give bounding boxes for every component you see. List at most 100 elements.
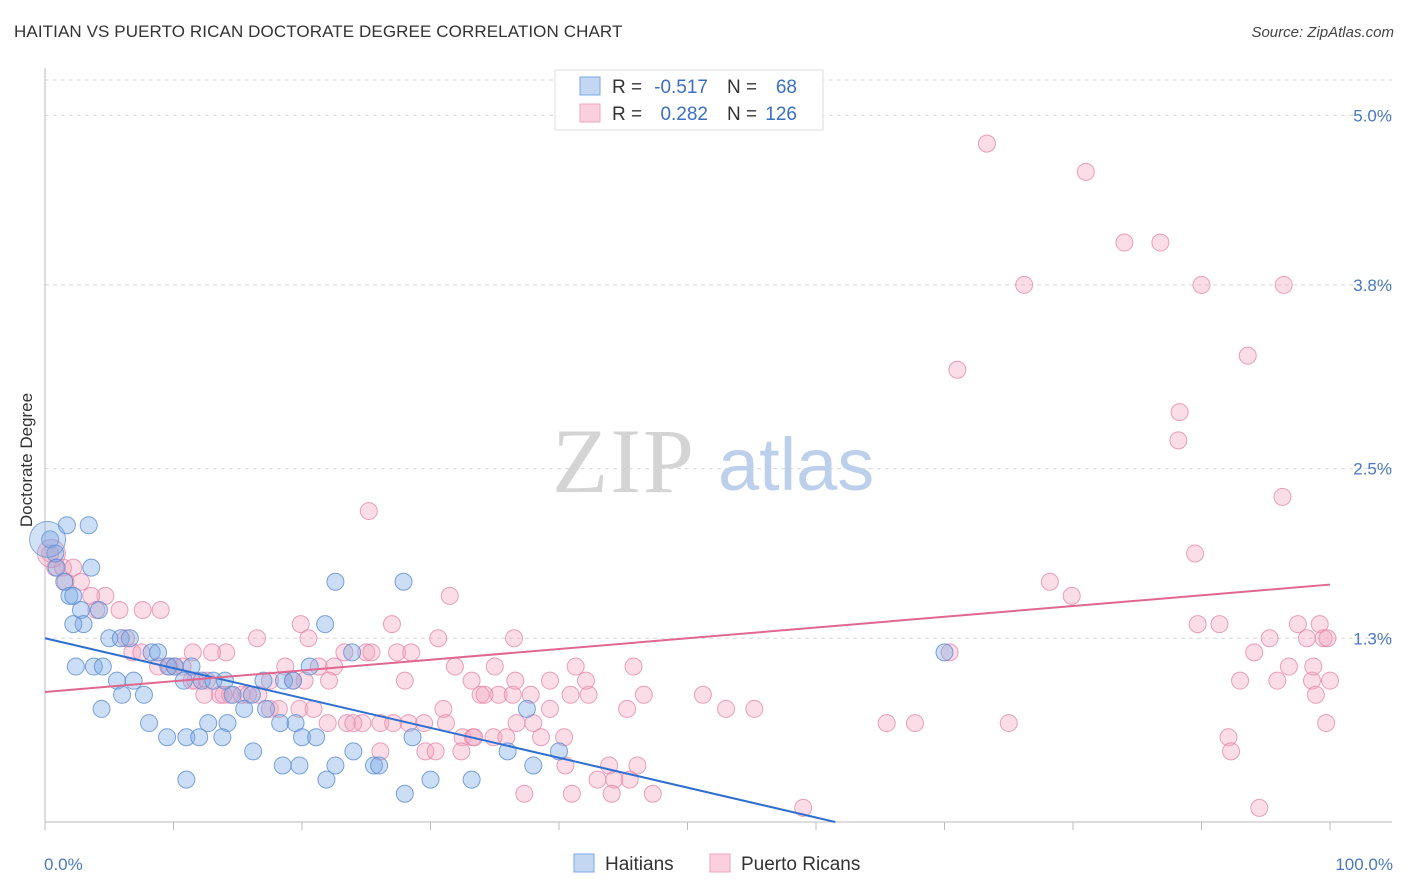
haitian-point — [82, 558, 101, 577]
haitian-point — [218, 714, 237, 733]
puerto-rican-point — [1151, 233, 1170, 252]
puerto-rican-point — [382, 615, 401, 634]
puerto-rican-point — [1321, 671, 1339, 690]
puerto-rican-point — [977, 134, 996, 153]
puerto-rican-point — [503, 685, 522, 704]
puerto-rican-point — [541, 671, 560, 690]
legend-puerto-r-label: R = — [612, 104, 642, 125]
legend-puerto-r-value: 0.282 — [660, 104, 708, 125]
puerto-rican-point — [248, 629, 267, 648]
puerto-rican-point — [402, 643, 421, 662]
puerto-rican-point — [628, 756, 647, 775]
haitian-point — [93, 657, 112, 676]
tick-labels: 1.3% 2.5% 3.8% 5.0% 0.0% 100.0% — [44, 106, 1393, 874]
puerto-rican-point — [335, 643, 354, 662]
haitian-point — [66, 657, 85, 676]
puerto-rican-point — [1260, 629, 1279, 648]
haitian-point — [421, 770, 440, 789]
y-tick-label: 2.5% — [1353, 460, 1392, 479]
legend-bottom-haitian-swatch — [573, 853, 595, 873]
haitian-point — [190, 728, 209, 747]
puerto-rican-point — [151, 601, 170, 619]
haitian-point — [79, 516, 98, 535]
haitian-point — [71, 601, 90, 619]
puerto-rican-point — [624, 657, 643, 676]
puerto-rican-point — [905, 714, 924, 733]
chart-source: Source: ZipAtlas.com — [1251, 24, 1394, 41]
haitian-point — [462, 770, 481, 789]
puerto-rican-point — [566, 657, 585, 676]
haitian-point — [140, 714, 159, 733]
puerto-rican-point — [1279, 657, 1298, 676]
haitian-point — [271, 714, 290, 733]
trend-lines — [44, 583, 1331, 823]
legend-bottom-haitian-label: Haitians — [605, 854, 674, 875]
haitian-point — [257, 699, 276, 718]
puerto-rican-point — [260, 671, 279, 690]
legend-haitian-n-label: N = — [727, 77, 757, 98]
haitian-point — [199, 714, 218, 733]
haitian-point — [41, 530, 60, 549]
haitian-trend-line — [44, 637, 836, 823]
haitian-point — [64, 586, 83, 605]
puerto-rican-point — [485, 657, 504, 676]
puerto-rican-point — [940, 643, 959, 662]
puerto-rican-point — [452, 742, 471, 761]
puerto-rican-point — [133, 601, 152, 619]
puerto-rican-point — [434, 699, 453, 718]
puerto-rican-point — [1303, 671, 1322, 690]
haitian-point — [134, 685, 153, 704]
puerto-rican-point — [1115, 233, 1134, 252]
puerto-rican-point — [462, 671, 481, 690]
haitian-point — [149, 643, 168, 662]
puerto-rican-point — [337, 714, 356, 733]
puerto-rican-point — [183, 643, 202, 662]
puerto-rican-point — [1238, 346, 1257, 365]
puerto-rican-point — [1317, 714, 1336, 733]
legend-bottom-puerto-label: Puerto Ricans — [741, 854, 860, 875]
haitian-point — [273, 756, 292, 775]
haitian-point — [394, 572, 413, 591]
legend-puerto-swatch — [579, 103, 601, 123]
y-tick-label: 3.8% — [1353, 276, 1392, 295]
puerto-rican-point — [643, 784, 662, 803]
puerto-rican-point — [344, 714, 363, 733]
puerto-rican-point — [110, 601, 129, 619]
puerto-rican-point — [693, 685, 712, 704]
puerto-rican-point-cluster — [36, 538, 66, 568]
haitian-point — [316, 615, 335, 634]
puerto-rican-point — [1040, 572, 1059, 591]
puerto-rican-point — [999, 714, 1018, 733]
y-axis-title: Doctorate Degree — [17, 393, 36, 527]
haitian-point — [344, 742, 363, 761]
haitian-point — [395, 784, 414, 803]
puerto-rican-point — [588, 770, 607, 789]
puerto-rican-point — [290, 699, 309, 718]
haitian-point — [55, 572, 74, 591]
puerto-rican-point — [555, 728, 574, 747]
puerto-rican-point — [1297, 629, 1316, 648]
haitian-point — [290, 756, 309, 775]
haitian-point — [64, 615, 83, 634]
haitian-point — [158, 728, 177, 747]
puerto-rican-point — [195, 685, 214, 704]
puerto-rican-point — [475, 685, 494, 704]
haitian-point — [124, 671, 143, 690]
puerto-rican-point — [426, 742, 445, 761]
y-tick-label: 1.3% — [1353, 629, 1392, 648]
puerto-rican-point — [203, 643, 222, 662]
puerto-rican-point — [521, 685, 540, 704]
puerto-rican-point — [291, 615, 310, 634]
legend-haitian-r-value: -0.517 — [654, 77, 708, 98]
puerto-rican-point — [429, 629, 448, 648]
puerto-rican-trend-line — [44, 583, 1331, 693]
haitian-point — [550, 742, 568, 761]
puerto-rican-point — [1250, 798, 1269, 817]
puerto-rican-point — [1188, 615, 1207, 634]
puerto-rican-point — [445, 657, 464, 676]
haitian-point — [517, 699, 536, 718]
puerto-rican-point — [1062, 586, 1081, 605]
legend-bottom-puerto-swatch — [709, 853, 731, 873]
puerto-rican-point — [515, 784, 534, 803]
haitian-point — [524, 756, 543, 775]
